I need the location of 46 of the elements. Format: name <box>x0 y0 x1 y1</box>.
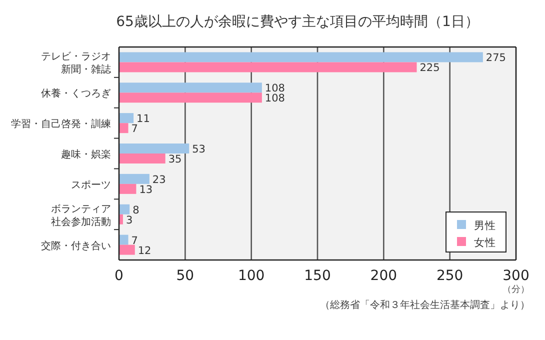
x-tick-label: 50 <box>176 268 194 284</box>
bar <box>119 62 417 72</box>
x-tick-label: 200 <box>370 268 398 284</box>
x-tick-label: 100 <box>238 268 265 284</box>
data-label: 35 <box>168 154 182 166</box>
data-label: 12 <box>138 244 152 257</box>
x-tick-label: 0 <box>114 268 124 284</box>
bar <box>119 174 150 184</box>
bar <box>119 123 128 134</box>
x-axis-title: （分） <box>502 284 530 295</box>
legend-label: 女性 <box>474 237 496 249</box>
data-label: 23 <box>152 174 166 186</box>
data-label: 225 <box>420 62 440 74</box>
y-tick-label: 休養・くつろぎ <box>41 88 111 100</box>
bar <box>119 244 135 255</box>
y-tick-label: 交際・付き合い <box>41 240 111 252</box>
data-label: 53 <box>192 144 206 156</box>
data-label: 108 <box>264 92 285 105</box>
y-tick-label: 趣味・娯楽 <box>61 148 111 160</box>
bar <box>119 113 134 124</box>
bar <box>119 234 128 245</box>
data-label: 7 <box>131 234 138 247</box>
y-tick-label: 学習・自己啓発・訓練 <box>11 118 111 130</box>
bar <box>119 144 190 154</box>
y-tick-label: テレビ・ラジオ新聞・雑誌 <box>41 52 111 76</box>
x-tick-label: 300 <box>502 268 530 284</box>
data-label: 7 <box>131 123 138 136</box>
legend-label: 男性 <box>474 220 496 232</box>
y-tick-label: スポーツ <box>71 180 111 191</box>
bar <box>119 52 483 62</box>
data-label: 3 <box>126 214 133 226</box>
bar <box>119 154 166 164</box>
bar <box>119 184 136 194</box>
bar <box>119 92 262 103</box>
bar <box>119 82 262 93</box>
data-label: 13 <box>139 184 153 196</box>
data-label: 8 <box>132 204 140 216</box>
data-label: 108 <box>264 82 285 95</box>
bar <box>119 204 130 214</box>
chart-title: 65歳以上の人が余暇に費やす主な項目の平均時間（1日） <box>116 14 479 30</box>
data-label: 11 <box>136 113 150 126</box>
x-tick-label: 150 <box>304 268 331 284</box>
data-label: 275 <box>486 52 506 64</box>
y-tick-label: ボランティア社会参加活動 <box>51 204 111 228</box>
text: （総務省「令和３年社会生活基本調査」より） <box>320 299 530 311</box>
x-tick-label: 250 <box>436 268 464 284</box>
